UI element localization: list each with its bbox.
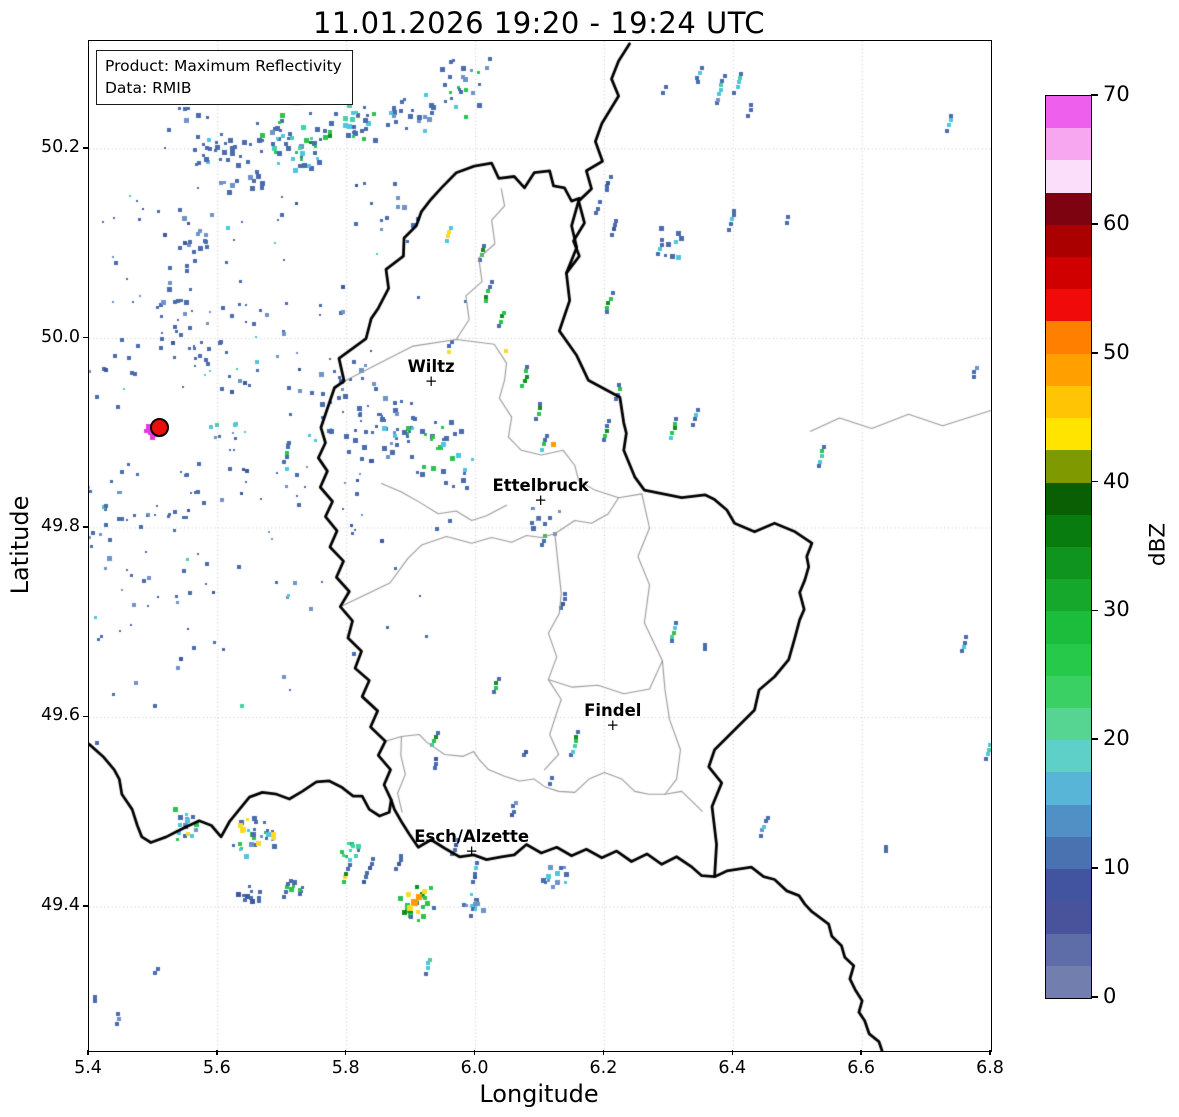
- page-title: 11.01.2026 19:20 - 19:24 UTC: [312, 6, 766, 40]
- x-tick-mark: [989, 1050, 991, 1055]
- colorbar-segment: [1046, 708, 1091, 741]
- colorbar-segment: [1046, 353, 1091, 386]
- y-tick-label: 49.8: [41, 515, 80, 536]
- city-label-findel: Findel +: [584, 700, 642, 734]
- colorbar-segment: [1046, 482, 1091, 515]
- colorbar-segment: [1046, 450, 1091, 483]
- colorbar-tick-label: 10: [1103, 855, 1130, 880]
- radar-site-marker: [150, 418, 170, 438]
- colorbar-tick-mark: [1091, 867, 1098, 869]
- colorbar-segment: [1046, 579, 1091, 612]
- x-tick-label: 5.4: [74, 1058, 102, 1078]
- product-info-box: Product: Maximum Reflectivity Data: RMIB: [96, 50, 353, 105]
- city-label-wiltz: Wiltz +: [407, 356, 455, 390]
- x-tick-mark: [345, 1050, 347, 1055]
- colorbar-segment: [1046, 514, 1091, 547]
- x-tick-label: 6.4: [718, 1058, 747, 1078]
- y-tick-mark: [83, 715, 88, 718]
- colorbar-segment: [1046, 546, 1091, 580]
- x-tick-label: 6.6: [847, 1058, 876, 1078]
- city-label-ettelbruck: Ettelbruck +: [492, 476, 589, 510]
- colorbar-segment: [1046, 933, 1091, 966]
- colorbar-segment: [1046, 418, 1091, 451]
- x-tick-mark: [216, 1050, 218, 1055]
- city-plus-marker-icon: +: [465, 841, 478, 860]
- data-source-line: Data: RMIB: [105, 79, 192, 97]
- colorbar-tick-mark: [1091, 609, 1098, 612]
- x-tick-mark: [731, 1050, 733, 1055]
- x-tick-mark: [473, 1050, 476, 1055]
- colorbar-tick-mark: [1091, 480, 1098, 483]
- x-tick-mark: [602, 1050, 605, 1055]
- x-tick-label: 5.6: [202, 1058, 231, 1078]
- city-name: Wiltz: [407, 356, 455, 376]
- city-plus-marker-icon: +: [606, 715, 620, 734]
- colorbar-tick-mark: [1091, 94, 1098, 96]
- x-tick-mark: [860, 1050, 862, 1055]
- colorbar-segment: [1046, 675, 1091, 709]
- map-plot-area: Product: Maximum Reflectivity Data: RMIB…: [88, 40, 992, 1052]
- city-name: Ettelbruck: [492, 476, 589, 496]
- y-axis-label: Latitude: [6, 495, 34, 595]
- colorbar-segment: [1046, 128, 1091, 161]
- product-info-line: Product: Maximum Reflectivity: [105, 57, 342, 75]
- colorbar-tick-label: 0: [1103, 984, 1117, 1008]
- colorbar-tick-label: 40: [1103, 468, 1130, 493]
- colorbar-tick-mark: [1091, 223, 1098, 225]
- colorbar-segment: [1046, 836, 1091, 870]
- colorbar-tick-mark: [1091, 351, 1098, 354]
- x-tick-label: 6.2: [589, 1058, 618, 1078]
- x-tick-label: 6.0: [460, 1058, 489, 1078]
- y-tick-label: 50.0: [41, 326, 80, 347]
- colorbar-tick-label: 20: [1103, 726, 1130, 751]
- colorbar-segment: [1046, 740, 1091, 773]
- colorbar-segment: [1046, 611, 1091, 644]
- x-tick-mark: [87, 1050, 89, 1055]
- y-tick-label: 49.6: [41, 705, 80, 726]
- colorbar-tick-label: 60: [1103, 210, 1130, 235]
- x-axis-label: Longitude: [479, 1080, 599, 1108]
- y-tick-mark: [83, 336, 88, 339]
- colorbar-tick-label: 30: [1103, 597, 1130, 622]
- colorbar-segment: [1046, 965, 1091, 998]
- colorbar-tick-label: 50: [1103, 339, 1130, 364]
- colorbar-segment: [1046, 224, 1091, 257]
- y-tick-label: 50.2: [41, 137, 80, 157]
- y-tick-label: 49.4: [41, 894, 80, 915]
- colorbar-segment: [1046, 901, 1091, 934]
- colorbar-segment: [1046, 289, 1091, 322]
- colorbar-segment: [1046, 643, 1091, 676]
- city-plus-marker-icon: +: [424, 371, 438, 390]
- colorbar-segment: [1046, 772, 1091, 805]
- y-tick-mark: [83, 147, 88, 149]
- colorbar-tick-mark: [1091, 738, 1098, 741]
- colorbar-segment: [1046, 385, 1091, 419]
- x-tick-label: 5.8: [331, 1058, 360, 1078]
- colorbar-segment: [1046, 160, 1091, 193]
- dbz-colorbar: [1045, 95, 1092, 999]
- colorbar-segment: [1046, 192, 1091, 225]
- city-label-esch-alzette: Esch/Alzette +: [414, 826, 530, 860]
- colorbar-segment: [1046, 256, 1091, 290]
- y-tick-mark: [83, 526, 88, 528]
- x-tick-label: 6.8: [976, 1058, 1004, 1078]
- colorbar-tick-mark: [1091, 996, 1098, 998]
- city-plus-marker-icon: +: [534, 491, 547, 510]
- colorbar-tick-label: 70: [1103, 82, 1130, 106]
- radar-echo-map-canvas: [89, 41, 991, 1051]
- colorbar-segment: [1046, 321, 1091, 354]
- y-tick-mark: [83, 905, 88, 907]
- colorbar-segment: [1046, 869, 1091, 902]
- city-name: Findel: [584, 700, 642, 720]
- city-name: Esch/Alzette: [414, 826, 530, 846]
- colorbar-segment: [1046, 95, 1091, 129]
- colorbar-unit-label: dBZ: [1145, 522, 1171, 567]
- colorbar-segment: [1046, 804, 1091, 837]
